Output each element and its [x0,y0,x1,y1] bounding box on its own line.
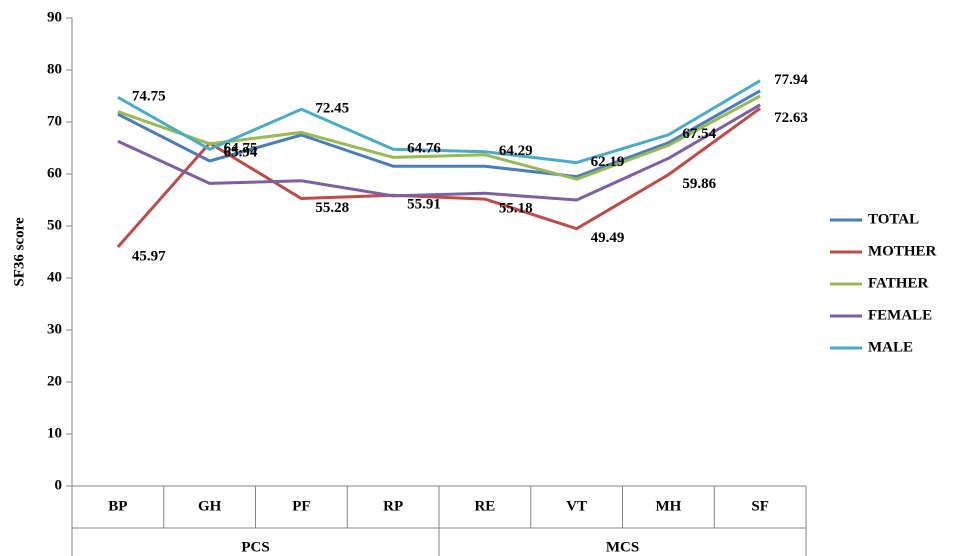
y-axis-label: SF36 score [11,217,27,287]
x-tick-label: GH [198,498,222,514]
legend-label: MALE [868,339,913,355]
data-label: 55.18 [499,201,533,217]
data-label: 64.76 [407,141,441,157]
y-tick-label: 50 [47,217,62,233]
data-label: 65.94 [224,145,258,161]
series-line [117,103,761,202]
y-tick-label: 90 [47,9,62,25]
x-tick-label: PF [292,498,310,514]
data-label: 74.75 [132,89,166,105]
legend-label: FATHER [868,275,928,291]
y-tick-label: 30 [47,321,62,337]
legend-label: FEMALE [868,307,932,323]
group-label: PCS [241,539,269,555]
data-label: 77.94 [774,72,808,88]
y-tick-label: 20 [47,373,62,389]
x-tick-label: MH [655,498,681,514]
x-tick-label: VT [566,498,587,514]
data-label: 64.75 [224,141,258,157]
data-label: 62.19 [591,154,625,170]
data-label: 55.91 [407,197,441,213]
data-label: 59.86 [682,176,716,192]
series-line [117,89,761,179]
data-label: 72.45 [315,101,349,117]
x-tick-label: RE [474,498,495,514]
series-line [116,107,762,248]
y-tick-label: 10 [47,425,62,441]
data-label: 55.28 [315,200,349,216]
x-tick-label: SF [751,498,769,514]
x-tick-label: BP [108,498,127,514]
legend-label: TOTAL [868,211,919,227]
y-tick-label: 60 [47,165,62,181]
y-tick-label: 70 [47,113,62,129]
series-line [117,79,761,165]
legend-label: MOTHER [868,243,937,259]
x-tick-label: RP [383,498,403,514]
y-tick-label: 40 [47,269,62,285]
data-label: 49.49 [591,230,625,246]
group-label: MCS [606,539,639,555]
data-label: 64.29 [499,143,533,159]
y-tick-label: 80 [47,61,62,77]
data-label: 45.97 [132,248,166,264]
data-label: 72.63 [774,110,808,126]
data-label: 67.54 [682,126,716,142]
y-tick-label: 0 [55,477,63,493]
